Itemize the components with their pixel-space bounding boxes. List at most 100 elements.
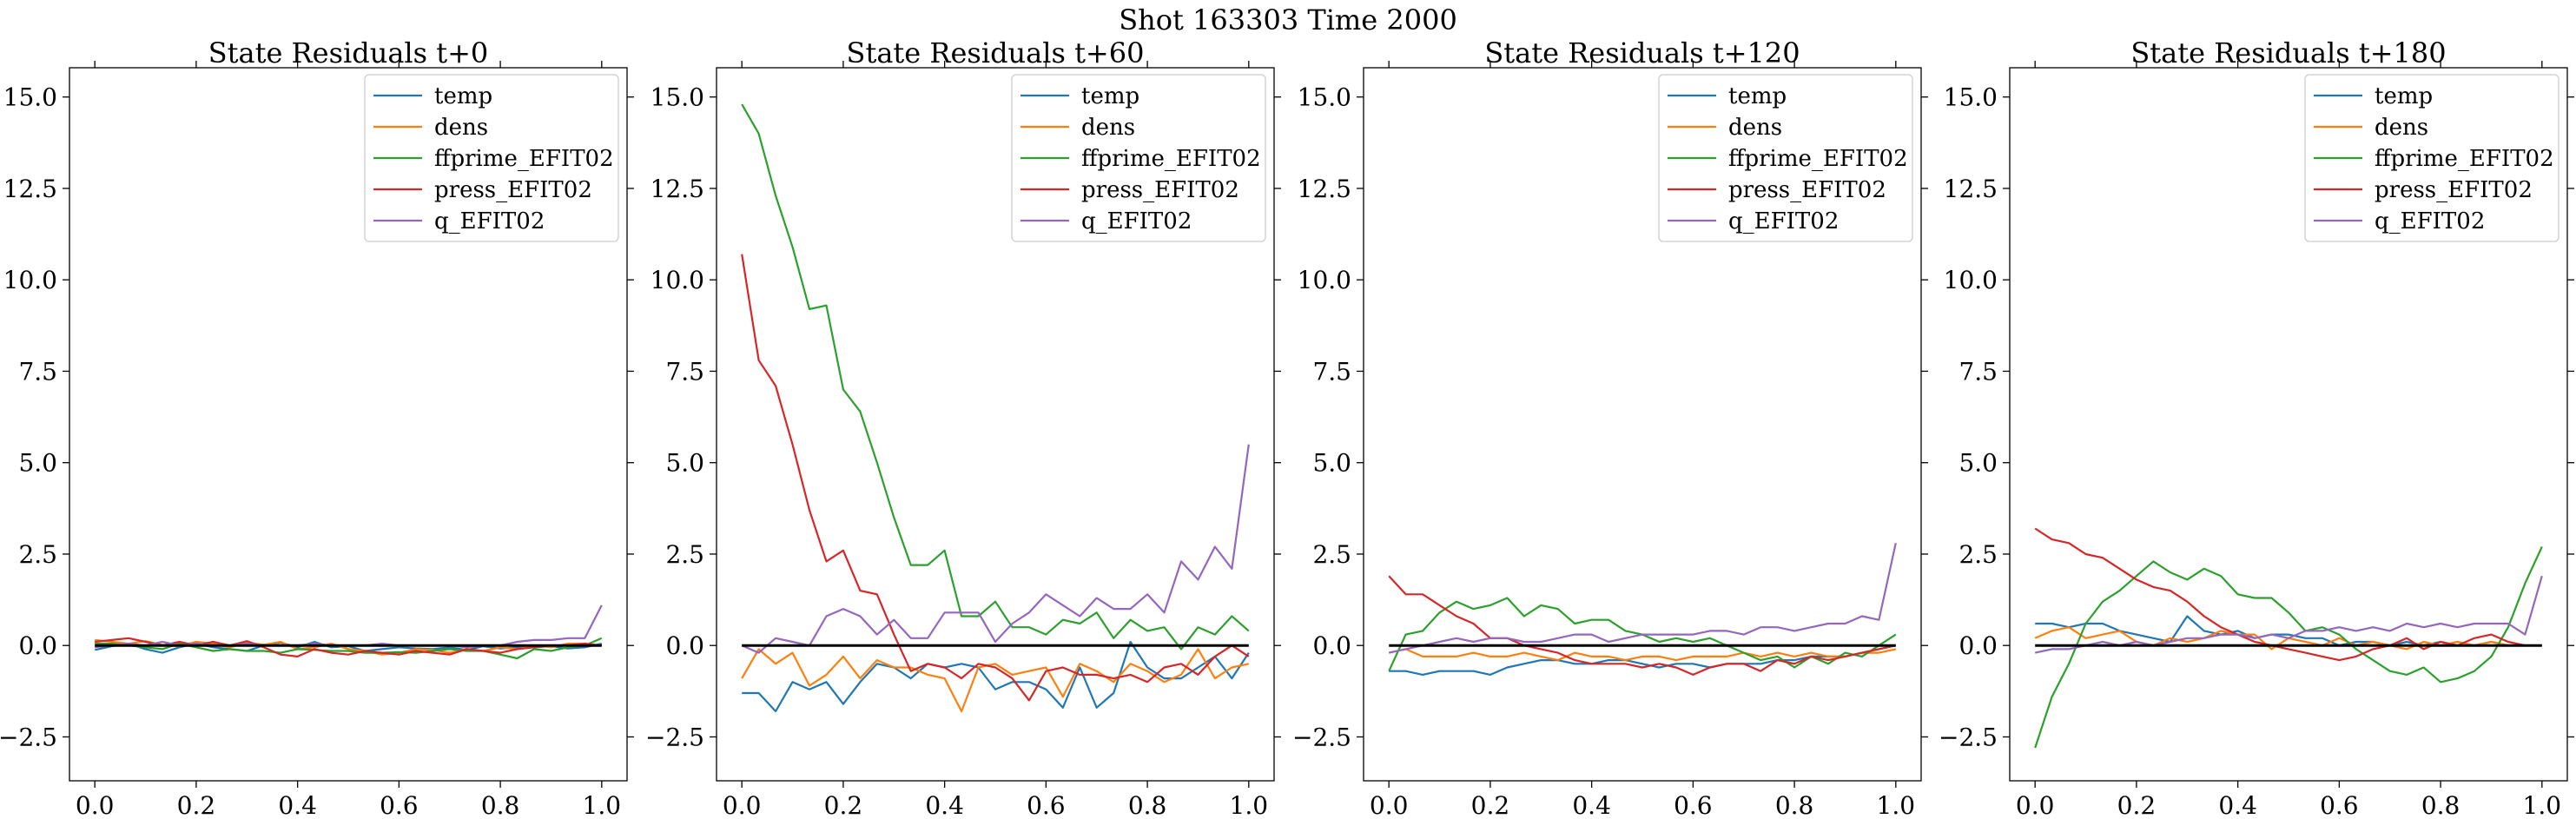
- y-tick-label: 0.0: [1312, 631, 1351, 660]
- subplot-title: State Residuals t+180: [2130, 36, 2446, 69]
- y-tick-label: 10.0: [1944, 266, 1998, 294]
- x-tick-label: 0.8: [1775, 791, 1814, 819]
- x-tick-label: 0.6: [380, 791, 419, 819]
- x-tick-label: 0.6: [1027, 791, 1066, 819]
- series-line-ffprime-efit02: [2034, 546, 2543, 749]
- axes-frame: [69, 67, 628, 782]
- y-tick-label: 15.0: [651, 83, 704, 112]
- y-tick-label: 0.0: [18, 631, 57, 660]
- series-line-press-efit02: [95, 637, 602, 658]
- x-tick-label: 1.0: [2523, 791, 2562, 819]
- x-tick-label: 0.2: [1471, 791, 1510, 819]
- x-tick-label: 1.0: [1230, 791, 1269, 819]
- y-tick-label: 7.5: [1958, 357, 1998, 386]
- series-line-q-efit02: [95, 604, 603, 649]
- legend-label: temp: [1081, 83, 1139, 109]
- series-line-q-efit02: [741, 444, 1250, 654]
- x-tick-label: 0.2: [177, 791, 216, 819]
- series-line-ffprime-efit02: [95, 637, 603, 660]
- x-tick-label: 0.8: [481, 791, 520, 819]
- legend-label: dens: [1081, 115, 1135, 141]
- legend: temp dens ffprime_EFIT02 press_EFIT02 q_EFIT…: [364, 74, 619, 242]
- y-tick-label: −2.5: [1939, 723, 1998, 751]
- subplot-1: State Residuals t+0 0.0 0.2 0.4 0.6 0.8 1.0 −2.…: [0, 36, 634, 819]
- y-tick-label: 15.0: [3, 83, 57, 112]
- legend-label: press_EFIT02: [2375, 177, 2533, 203]
- x-tick-label: 0.0: [2016, 791, 2055, 819]
- axes-frame: [716, 67, 1275, 782]
- subplot-title: State Residuals t+120: [1484, 36, 1800, 69]
- series-line-ffprime-efit02: [741, 103, 1250, 651]
- y-tick-label: 0.0: [1958, 631, 1998, 660]
- x-tick-label: 0.0: [76, 791, 115, 819]
- subplot-3: State Residuals t+120 0.0 0.2 0.4 0.6 0.8 1.0 −…: [1292, 36, 1928, 819]
- x-tick-label: 0.4: [1572, 791, 1611, 819]
- x-tick-label: 0.6: [1674, 791, 1713, 819]
- y-tick-label: 7.5: [665, 357, 704, 386]
- y-tick-label: 5.0: [1958, 449, 1998, 478]
- axes-frame: [2009, 67, 2568, 782]
- series-line-press-efit02: [1388, 575, 1897, 677]
- y-tick-label: 10.0: [3, 266, 57, 294]
- y-tick-label: −2.5: [645, 723, 704, 751]
- legend-label: temp: [434, 83, 492, 109]
- x-tick-label: 0.6: [2320, 791, 2359, 819]
- y-tick-label: 12.5: [3, 175, 57, 203]
- y-tick-label: 7.5: [1312, 357, 1351, 386]
- series-line-q-efit02: [1388, 543, 1897, 654]
- x-tick-label: 0.4: [925, 791, 964, 819]
- subplot-4: State Residuals t+180 0.0 0.2 0.4 0.6 0.8 1.0 −…: [1939, 36, 2574, 819]
- legend-box: [1011, 74, 1266, 242]
- series-line-press-efit02: [741, 254, 1250, 702]
- legend-label: dens: [2375, 115, 2428, 141]
- legend-label: temp: [2375, 83, 2433, 109]
- y-tick-label: 15.0: [1944, 83, 1998, 112]
- y-tick-label: 2.5: [665, 540, 704, 569]
- axes-frame: [1363, 67, 1922, 782]
- x-tick-label: 0.0: [1370, 791, 1409, 819]
- y-tick-label: 2.5: [18, 540, 57, 569]
- y-tick-label: 2.5: [1312, 540, 1351, 569]
- x-tick-label: 0.8: [1128, 791, 1167, 819]
- y-tick-label: 10.0: [1298, 266, 1351, 294]
- x-tick-label: 0.0: [723, 791, 762, 819]
- x-tick-label: 0.4: [2218, 791, 2257, 819]
- legend-label: q_EFIT02: [1728, 208, 1839, 234]
- y-tick-label: 5.0: [665, 449, 704, 478]
- y-tick-label: 5.0: [18, 449, 57, 478]
- x-tick-label: 0.8: [2421, 791, 2460, 819]
- legend-label: temp: [1728, 83, 1787, 109]
- x-tick-label: 1.0: [1877, 791, 1916, 819]
- legend: temp dens ffprime_EFIT02 press_EFIT02 q_EFIT…: [1011, 74, 1266, 242]
- legend: temp dens ffprime_EFIT02 press_EFIT02 q_EFIT…: [1658, 74, 1913, 242]
- y-tick-label: 15.0: [1298, 83, 1351, 112]
- series-line-temp: [742, 640, 1250, 713]
- y-tick-label: 12.5: [1298, 175, 1351, 203]
- figure-suptitle: Shot 163303 Time 2000: [1119, 3, 1457, 36]
- legend-label: dens: [1728, 115, 1782, 141]
- legend-label: dens: [434, 115, 488, 141]
- x-tick-label: 0.2: [2117, 791, 2157, 819]
- y-tick-label: 2.5: [1958, 540, 1998, 569]
- series-line-press-efit02: [2034, 527, 2542, 662]
- y-tick-label: −2.5: [0, 723, 57, 751]
- series-line-dens: [741, 648, 1250, 713]
- y-tick-label: 10.0: [651, 266, 704, 294]
- y-tick-label: 12.5: [1944, 175, 1998, 203]
- y-tick-label: −2.5: [1292, 723, 1351, 751]
- x-tick-label: 0.4: [278, 791, 317, 819]
- legend-label: ffprime_EFIT02: [2375, 146, 2554, 172]
- legend-label: ffprime_EFIT02: [434, 146, 614, 172]
- legend-box: [364, 74, 619, 242]
- y-tick-label: 12.5: [651, 175, 704, 203]
- y-tick-label: 5.0: [1312, 449, 1351, 478]
- subplot-title: State Residuals t+0: [208, 36, 489, 69]
- legend-label: press_EFIT02: [1081, 177, 1239, 203]
- y-tick-label: 7.5: [18, 357, 57, 386]
- legend-label: ffprime_EFIT02: [1081, 146, 1261, 172]
- legend-label: q_EFIT02: [1081, 208, 1192, 234]
- legend-label: ffprime_EFIT02: [1728, 146, 1908, 172]
- subplot-title: State Residuals t+60: [847, 36, 1145, 69]
- y-tick-label: 0.0: [665, 631, 704, 660]
